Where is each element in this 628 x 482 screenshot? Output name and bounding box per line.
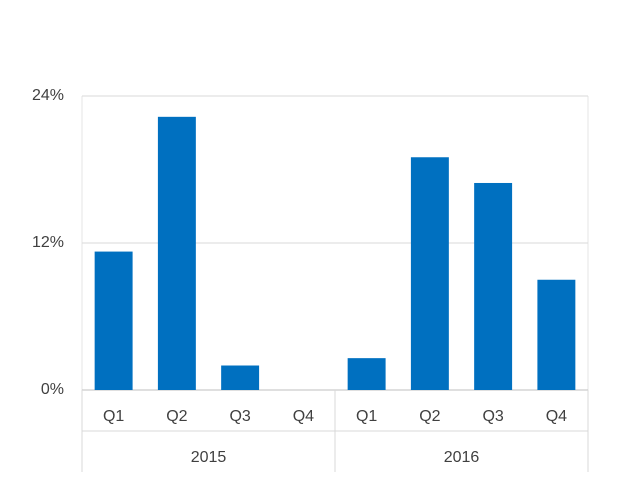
bar — [157, 116, 196, 390]
group-label: 2016 — [444, 449, 480, 466]
x-tick-label: Q3 — [482, 408, 503, 425]
x-tick-label: Q4 — [546, 408, 567, 425]
x-tick-label: Q3 — [229, 408, 250, 425]
x-tick-label: Q2 — [166, 408, 187, 425]
x-tick-label: Q4 — [293, 408, 314, 425]
bar — [537, 279, 576, 390]
y-tick-label: 12% — [32, 234, 64, 251]
bar — [410, 157, 449, 390]
bar — [474, 182, 513, 390]
x-tick-label: Q1 — [356, 408, 377, 425]
bar — [347, 358, 386, 390]
x-tick-label: Q2 — [419, 408, 440, 425]
y-tick-label: 24% — [32, 87, 64, 104]
bar — [94, 251, 133, 390]
x-tick-label: Q1 — [103, 408, 124, 425]
group-label: 2015 — [191, 449, 227, 466]
bar — [221, 365, 260, 390]
y-tick-label: 0% — [41, 381, 64, 398]
